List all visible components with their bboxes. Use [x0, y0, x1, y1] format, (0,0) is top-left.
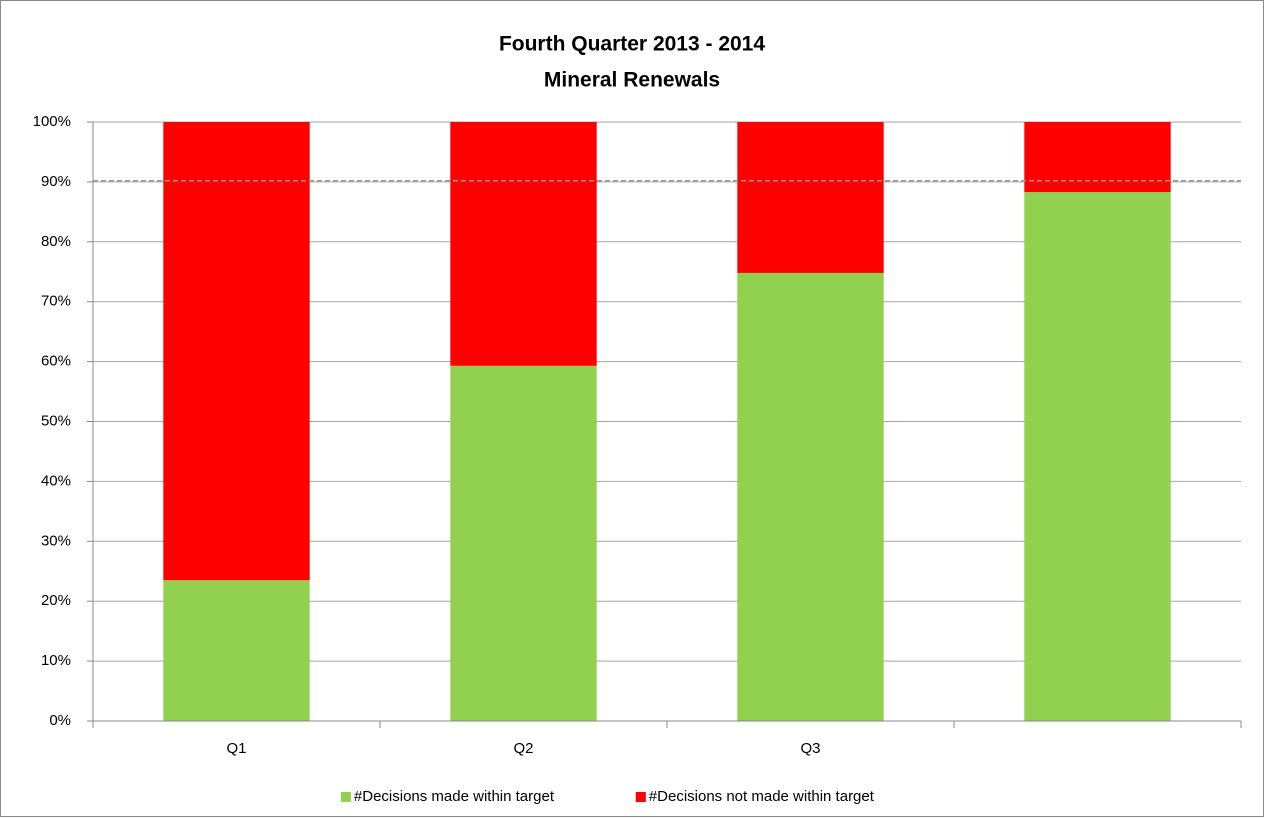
bar-segment [450, 365, 597, 721]
y-tick-label: 80% [41, 233, 71, 250]
y-tick-label: 60% [41, 353, 71, 370]
y-tick-label: 30% [41, 532, 71, 549]
y-tick-label: 20% [41, 592, 71, 609]
legend-label: #Decisions not made within target [649, 788, 875, 805]
y-tick-label: 40% [41, 472, 71, 489]
legend-label: #Decisions made within target [354, 788, 555, 805]
y-tick-label: 10% [41, 652, 71, 669]
x-tick-label: Q3 [800, 740, 820, 757]
bar-segment [1024, 192, 1171, 721]
legend-swatch [340, 792, 351, 802]
y-tick-label: 70% [41, 293, 71, 310]
bar-segment [450, 122, 597, 366]
chart-title: Fourth Quarter 2013 - 2014 [499, 33, 765, 56]
y-tick-label: 100% [33, 113, 71, 130]
y-tick-label: 90% [41, 173, 71, 190]
bar-segment [1024, 122, 1171, 193]
y-tick-label: 50% [41, 412, 71, 429]
chart-subtitle: Mineral Renewals [544, 69, 720, 92]
legend-swatch [635, 792, 646, 802]
bar-segment [737, 122, 884, 273]
bar-segment [163, 580, 310, 721]
y-tick-label: 0% [49, 712, 71, 729]
x-tick-label: Q1 [226, 740, 246, 757]
bar-segment [737, 272, 884, 721]
bar-segment [163, 122, 310, 581]
x-tick-label: Q2 [513, 740, 533, 757]
